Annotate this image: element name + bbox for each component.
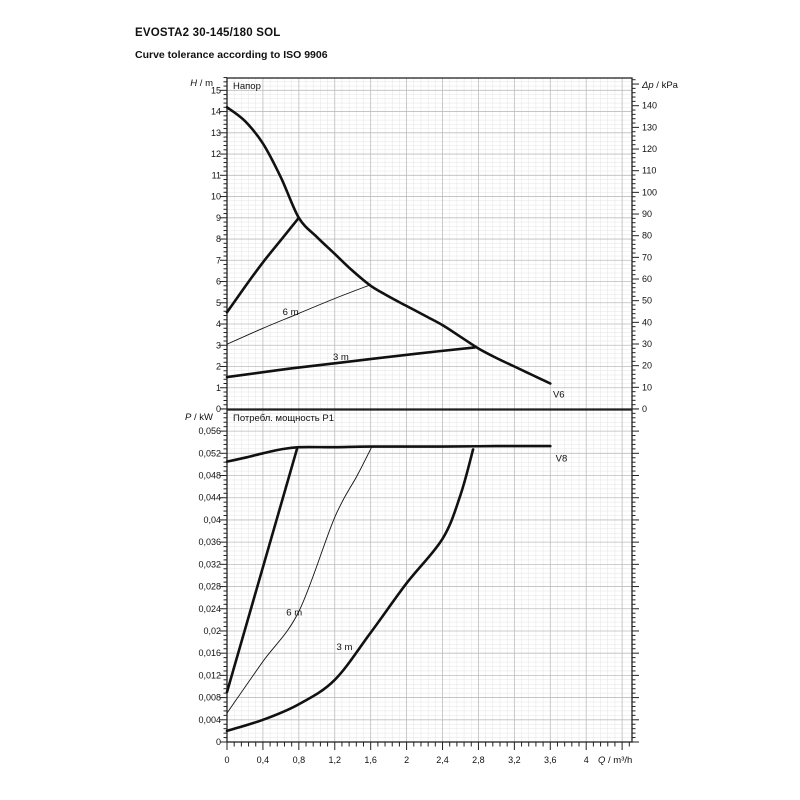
- axis-ticks: [220, 408, 639, 750]
- curve-label-v6: V6: [553, 389, 565, 400]
- x-tick-label: 1,6: [364, 755, 377, 765]
- power-3m-curve: [225, 448, 475, 733]
- y-tick-label: 7: [216, 255, 221, 265]
- y-tick-label: 1: [216, 383, 221, 393]
- power-min-curve: [225, 447, 299, 694]
- axis-labels: 0 0,004 0,008 0,012 0,016 0,02 0,024 0,028 0,032…: [198, 426, 588, 765]
- x-tick-label: 2: [404, 755, 409, 765]
- x-tick-label: 2,8: [472, 755, 485, 765]
- axis-ticks: [220, 77, 639, 410]
- y-tick-label: 12: [211, 149, 221, 159]
- x-tick-label: 3,2: [508, 755, 521, 765]
- y-tick-label: 0,052: [198, 448, 221, 458]
- y-right-tick-label: 50: [642, 296, 652, 306]
- x-tick-label: 0,4: [257, 755, 270, 765]
- plot-frame: [226, 409, 633, 743]
- y-tick-label: 0,02: [203, 626, 221, 636]
- y-axis-right-unit-label: Δp / kPa: [641, 80, 679, 91]
- x-tick-label: 4: [584, 755, 589, 765]
- y-tick-label: 0,036: [198, 537, 221, 547]
- y-right-tick-label: 20: [642, 361, 652, 371]
- y-tick-label: 0,048: [198, 471, 221, 481]
- power-6m-curve: [226, 446, 373, 714]
- curve-label-3-m: 3 m: [333, 352, 349, 363]
- y-tick-label: 14: [211, 107, 221, 117]
- y-right-tick-label: 30: [642, 339, 652, 349]
- chart-title: Напор: [233, 81, 261, 92]
- y-tick-label: 10: [211, 192, 221, 202]
- y-right-tick-label: 40: [642, 317, 652, 327]
- x-tick-label: 0,8: [293, 755, 306, 765]
- head-3m-curve: [225, 346, 477, 379]
- y-tick-label: 0,016: [198, 648, 221, 658]
- power-chart: 0 0,004 0,008 0,012 0,016 0,02 0,024 0,028 0,032…: [185, 408, 639, 766]
- y-tick-label: 8: [216, 234, 221, 244]
- y-right-tick-label: 60: [642, 274, 652, 284]
- y-tick-label: 0,04: [203, 515, 221, 525]
- y-tick-label: 0,004: [198, 715, 221, 725]
- y-tick-label: 0,044: [198, 493, 221, 503]
- y-right-tick-label: 80: [642, 231, 652, 241]
- x-tick-label: 1,2: [329, 755, 342, 765]
- head-6m-curve: [226, 284, 372, 345]
- axis-labels: 0123456789101112131415010203040506070809…: [211, 85, 657, 414]
- y-right-tick-label: 70: [642, 252, 652, 262]
- x-tick-label: 2,4: [436, 755, 449, 765]
- y-right-tick-label: 10: [642, 382, 652, 392]
- chart-title: Потребл. мощность P1: [233, 413, 334, 424]
- y-tick-label: 13: [211, 128, 221, 138]
- y-axis-unit-label: P / kW: [185, 412, 213, 423]
- y-tick-label: 3: [216, 340, 221, 350]
- y-right-tick-label: 100: [642, 187, 657, 197]
- curve-label-6-m: 6 m: [286, 607, 302, 618]
- y-right-tick-label: 0: [642, 404, 647, 414]
- y-tick-label: 4: [216, 319, 221, 329]
- y-axis-unit-label: H / m: [190, 78, 213, 89]
- document-subtitle: Curve tolerance according to ISO 9906: [135, 49, 328, 61]
- y-tick-label: 6: [216, 277, 221, 287]
- y-tick-label: 0: [216, 404, 221, 414]
- head-min-curve: [225, 216, 301, 314]
- x-axis-unit-label: Q / m³/h: [598, 755, 632, 766]
- y-tick-label: 0,056: [198, 426, 221, 436]
- curve-label-v8: V8: [556, 454, 568, 465]
- document-title: EVOSTA2 30-145/180 SOL: [135, 27, 281, 39]
- y-tick-label: 0,008: [198, 693, 221, 703]
- x-tick-label: 3,6: [544, 755, 557, 765]
- y-right-tick-label: 110: [642, 166, 656, 176]
- y-tick-label: 2: [216, 362, 221, 372]
- y-tick-label: 15: [211, 85, 221, 95]
- y-tick-label: 5: [216, 298, 221, 308]
- y-right-tick-label: 90: [642, 209, 652, 219]
- head-chart: 0123456789101112131415010203040506070809…: [190, 77, 679, 414]
- y-tick-label: 0,024: [198, 604, 221, 614]
- y-tick-label: 9: [216, 213, 221, 223]
- power-max-curve: [225, 444, 552, 463]
- y-right-tick-label: 120: [642, 144, 657, 154]
- y-right-tick-label: 130: [642, 122, 657, 132]
- x-tick-label: 0: [224, 755, 229, 765]
- y-tick-label: 0,028: [198, 582, 221, 592]
- curve-label-6-m: 6 m: [283, 307, 299, 318]
- curve-label-3-m: 3 m: [337, 642, 353, 653]
- y-right-tick-label: 140: [642, 101, 657, 111]
- y-tick-label: 0: [216, 737, 221, 747]
- grid: [227, 410, 632, 742]
- y-tick-label: 0,032: [198, 559, 221, 569]
- y-tick-label: 11: [212, 170, 221, 180]
- head-max-curve: [225, 106, 552, 385]
- grid: [227, 78, 632, 409]
- y-tick-label: 0,012: [198, 670, 221, 680]
